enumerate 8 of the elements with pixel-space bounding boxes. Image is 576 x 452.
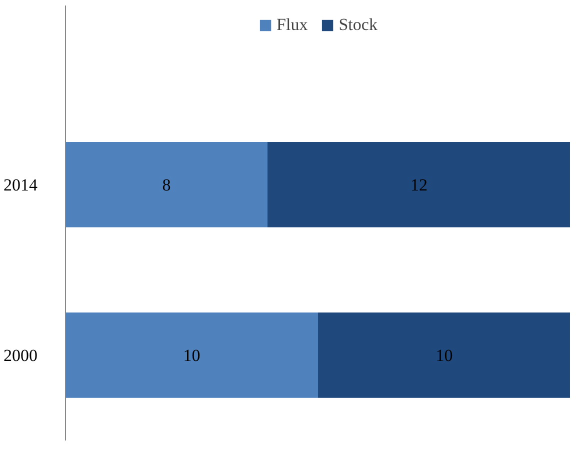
y-tick-label: 2014 (4, 176, 38, 195)
y-tick-label: 2000 (4, 346, 38, 366)
data-label: 8 (162, 176, 171, 195)
legend-label: Stock (338, 15, 378, 35)
data-label: 12 (410, 176, 428, 195)
data-label: 10 (436, 346, 453, 366)
data-label: 10 (183, 346, 200, 366)
legend-label: Flux (276, 15, 308, 35)
